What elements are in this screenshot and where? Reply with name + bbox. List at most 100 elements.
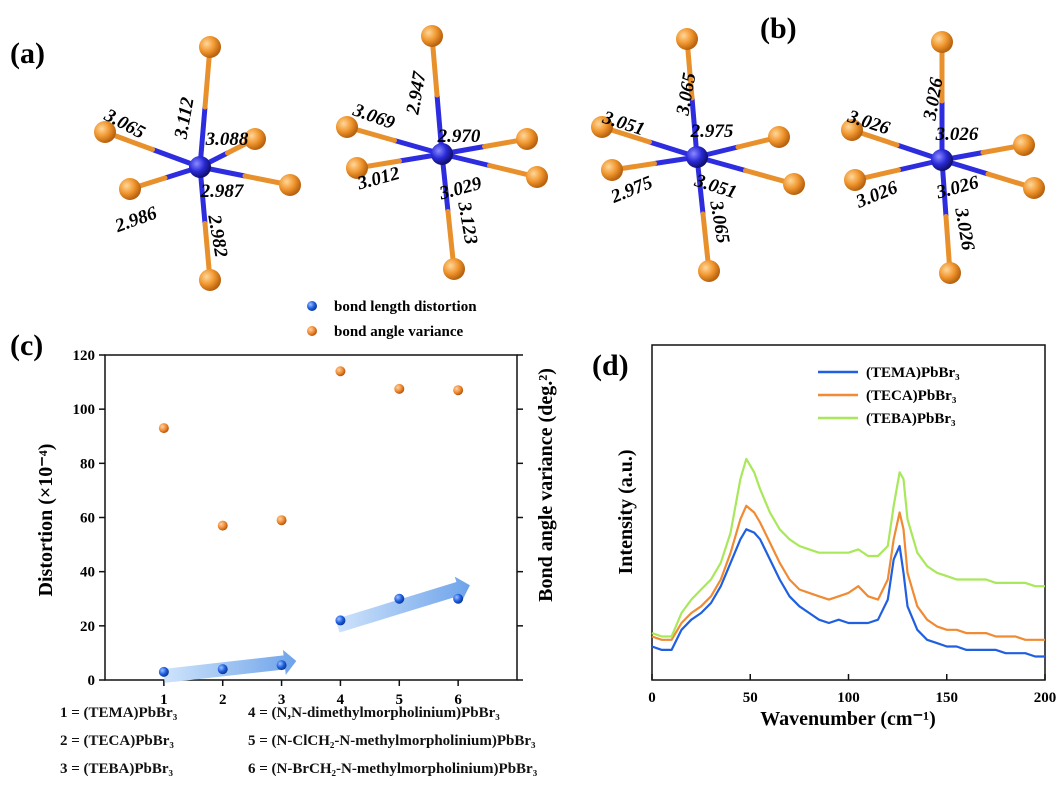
bond-length-distortion-point bbox=[217, 664, 228, 675]
bond-length-label: 3.123 bbox=[453, 199, 481, 246]
y-tick-label: 60 bbox=[80, 511, 95, 527]
panel-label-a: (a) bbox=[10, 37, 45, 70]
br-atom bbox=[94, 121, 116, 143]
br-atom bbox=[591, 116, 613, 138]
legend-label-bond-angle: bond angle variance bbox=[334, 324, 464, 340]
bond-length-distortion-point bbox=[335, 615, 346, 626]
x-tick-label: 2 bbox=[219, 692, 227, 708]
br-atom bbox=[676, 28, 698, 50]
x-tick-label: 200 bbox=[1034, 690, 1057, 706]
bond-length-label: 2.947 bbox=[402, 69, 431, 117]
panel-c-data-points bbox=[158, 366, 464, 677]
x-tick-label: 0 bbox=[648, 690, 656, 706]
br-atom bbox=[1013, 134, 1035, 156]
teba-spectrum-line bbox=[651, 457, 1045, 638]
x-tick-label: 6 bbox=[454, 692, 462, 708]
br-atom bbox=[841, 119, 863, 141]
bond-length-label: 2.986 bbox=[112, 202, 161, 237]
bond-length-distortion-point bbox=[453, 593, 464, 604]
bond-angle-variance-point bbox=[158, 423, 169, 434]
br-atom bbox=[601, 159, 623, 181]
y-tick-label: 80 bbox=[80, 456, 95, 472]
panel-label-b: (b) bbox=[760, 12, 797, 45]
panel-c-x-axis: 1 2 3 4 5 6 bbox=[160, 680, 462, 708]
bond-length-label: 3.051 bbox=[691, 170, 739, 203]
bond-length-label: 3.088 bbox=[205, 129, 249, 150]
br-atom bbox=[939, 262, 961, 284]
trend-arrow bbox=[163, 649, 297, 683]
br-atom bbox=[244, 128, 266, 150]
br-atom bbox=[421, 25, 443, 47]
compound-key-3: 3 = (TEBA)PbBr₃ bbox=[60, 761, 174, 777]
compound-key-6: 6 = (N-BrCH₂-N-methylmorpholinium)PbBr₃ bbox=[248, 761, 538, 777]
br-atom bbox=[844, 169, 866, 191]
x-tick-label: 4 bbox=[337, 692, 345, 708]
y-tick-label: 0 bbox=[88, 673, 96, 689]
panel-c-trend-arrows bbox=[163, 576, 470, 683]
legend-label-bond-length: bond length distortion bbox=[334, 299, 477, 315]
bond-length-distortion-point bbox=[394, 593, 405, 604]
pb-atom bbox=[431, 143, 453, 165]
bond-length-label: 3.065 bbox=[705, 198, 733, 245]
x-tick-label: 1 bbox=[160, 692, 168, 708]
y-tick-label: 40 bbox=[80, 565, 95, 581]
bond-length-distortion-point bbox=[276, 660, 287, 671]
pb-atom bbox=[931, 149, 953, 171]
x-tick-label: 100 bbox=[837, 690, 860, 706]
br-atom bbox=[768, 126, 790, 148]
br-atom bbox=[783, 173, 805, 195]
bond-length-label: 3.026 bbox=[935, 124, 979, 145]
br-atom bbox=[931, 31, 953, 53]
bond-length-label: 3.026 bbox=[933, 172, 981, 204]
panel-d-y-axis-label: Intensity (a.u.) bbox=[615, 449, 637, 574]
compound-key-1: 1 = (TEMA)PbBr₃ bbox=[60, 705, 178, 721]
br-atom bbox=[279, 174, 301, 196]
br-atom bbox=[1023, 177, 1045, 199]
bond-angle-variance-point bbox=[217, 520, 228, 531]
compound-key-list: 1 = (TEMA)PbBr₃ 2 = (TECA)PbBr₃ 3 = (TEB… bbox=[60, 705, 660, 789]
pb-atom bbox=[189, 156, 211, 178]
bond-length-label: 3.065 bbox=[672, 71, 700, 118]
panel-c-y-axis: 0 20 40 60 80 100 120 bbox=[73, 348, 523, 689]
br-atom bbox=[336, 116, 358, 138]
y-tick-label: 100 bbox=[73, 402, 96, 418]
panel-d-line-chart: 0 50 100 150 200 (TEMA)PbBr₃ (TECA)PbBr₃ (TEBA… bbox=[615, 344, 1056, 730]
legend-label: (TECA)PbBr₃ bbox=[866, 388, 957, 404]
panel-d-x-axis: 0 50 100 150 200 bbox=[648, 674, 1056, 706]
bond-length-distortion-point bbox=[158, 666, 169, 677]
br-atom bbox=[199, 36, 221, 58]
legend-label: (TEMA)PbBr₃ bbox=[866, 365, 960, 381]
panel-d-legend: (TEMA)PbBr₃ (TECA)PbBr₃ (TEBA)PbBr₃ bbox=[818, 365, 960, 427]
br-atom bbox=[526, 166, 548, 188]
br-atom bbox=[119, 178, 141, 200]
br-atom bbox=[443, 258, 465, 280]
bond-length-label: 2.987 bbox=[200, 181, 245, 202]
br-atom bbox=[199, 269, 221, 291]
bond-angle-variance-point bbox=[394, 383, 405, 394]
compound-key-5: 5 = (N-ClCH₂-N-methylmorpholinium)PbBr₃ bbox=[248, 733, 536, 749]
bond-length-label: 3.112 bbox=[170, 95, 198, 141]
y-tick-label: 120 bbox=[73, 348, 96, 364]
bond-angle-variance-point bbox=[453, 385, 464, 396]
panel-label-c: (c) bbox=[10, 329, 43, 362]
panel-c-legend: bond length distortion bond angle varian… bbox=[307, 299, 477, 340]
teca-spectrum-line bbox=[651, 504, 1045, 641]
panel-c-plot-frame bbox=[104, 354, 518, 681]
panel-c-y-axis-right-label: Bond angle variance (deg.²) bbox=[535, 368, 557, 602]
panel-c-y-axis-label: Distortion (×10⁻⁴) bbox=[35, 444, 57, 597]
tema-spectrum-line bbox=[651, 528, 1045, 658]
bond-length-label: 2.970 bbox=[437, 126, 481, 147]
x-tick-label: 50 bbox=[743, 690, 758, 706]
compound-key-4: 4 = (N,N-dimethylmorpholinium)PbBr₃ bbox=[248, 705, 500, 721]
pb-atom bbox=[686, 146, 708, 168]
br-atom bbox=[698, 260, 720, 282]
legend-marker-bond-angle bbox=[307, 326, 317, 336]
x-tick-label: 3 bbox=[278, 692, 286, 708]
